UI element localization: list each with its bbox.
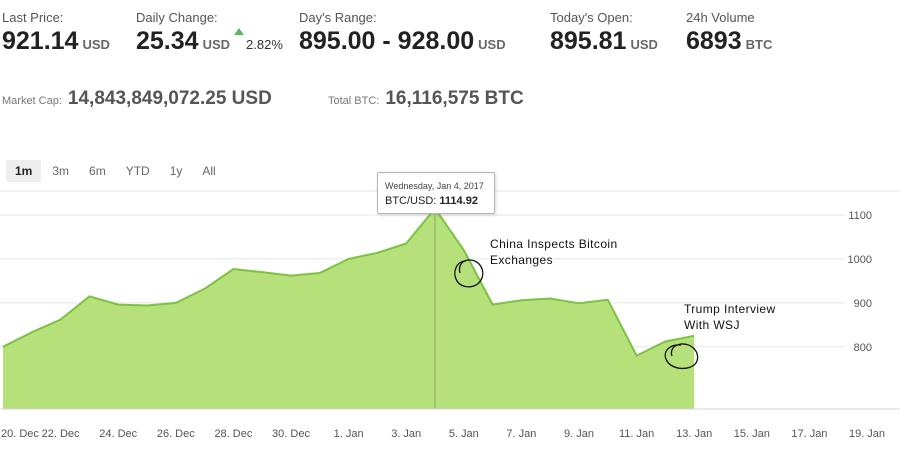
todays-open-unit: USD bbox=[630, 37, 658, 52]
x-tick-label: 13. Jan bbox=[676, 428, 712, 440]
trump-circle-mark bbox=[664, 343, 699, 370]
tooltip-date: Wednesday, Jan 4, 2017 bbox=[385, 181, 484, 191]
range-button-all[interactable]: All bbox=[202, 164, 216, 178]
china-circle-mark bbox=[454, 259, 484, 288]
china-annotation-line1: China Inspects Bitcoin bbox=[490, 237, 618, 251]
days-range-stat: Day's Range: 895.00 - 928.00 USD bbox=[299, 10, 506, 56]
y-tick-label-800: 800 bbox=[854, 342, 872, 354]
range-button-1m[interactable]: 1m bbox=[6, 160, 42, 182]
trump-annotation-line2: With WSJ bbox=[684, 318, 740, 332]
daily-change-unit: USD bbox=[202, 37, 231, 52]
x-tick-label: 30. Dec bbox=[272, 428, 310, 440]
x-tick-label: 19. Jan bbox=[849, 428, 885, 440]
chart-tooltip: Wednesday, Jan 4, 2017 BTC/USD: 1114.92 bbox=[377, 172, 495, 214]
days-range-unit: USD bbox=[478, 37, 506, 52]
price-chart: 800 900 1000 1100 20. Dec 22. Dec 24. Dec 26. D… bbox=[0, 190, 900, 440]
range-button-6m[interactable]: 6m bbox=[89, 164, 106, 178]
last-price-stat: Last Price: 921.14 USD bbox=[2, 10, 110, 56]
y-tick-label-1000: 1000 bbox=[848, 254, 872, 266]
x-tick-label: 3. Jan bbox=[391, 428, 421, 440]
y-tick-label-900: 900 bbox=[854, 298, 872, 310]
x-tick-label: 22. Dec bbox=[42, 428, 80, 440]
x-tick-label: 28. Dec bbox=[214, 428, 252, 440]
china-annotation-line2: Exchanges bbox=[490, 253, 553, 267]
x-tick-label: 11. Jan bbox=[619, 428, 654, 440]
todays-open-value: 895.81 bbox=[550, 27, 627, 55]
daily-change-stat: Daily Change: 25.34 USD 2.82% bbox=[136, 10, 283, 56]
total-btc: Total BTC: 16,116,575 BTC bbox=[328, 88, 524, 110]
x-tick-label: 9. Jan bbox=[564, 428, 594, 440]
market-cap: Market Cap: 14,843,849,072.25 USD bbox=[2, 88, 272, 110]
x-tick-label: 5. Jan bbox=[449, 428, 479, 440]
trump-annotation: Trump Interview With WSJ bbox=[684, 301, 776, 333]
range-button-ytd[interactable]: YTD bbox=[125, 164, 150, 178]
volume-unit: BTC bbox=[745, 37, 773, 52]
trump-annotation-line1: Trump Interview bbox=[684, 302, 776, 316]
daily-change-label: Daily Change: bbox=[136, 10, 218, 25]
market-cap-value: 14,843,849,072.25 USD bbox=[67, 88, 272, 109]
todays-open-label: Today's Open: bbox=[550, 10, 633, 25]
days-range-label: Day's Range: bbox=[299, 10, 377, 25]
daily-change-percent: 2.82% bbox=[246, 37, 283, 52]
volume-stat: 24h Volume 6893 BTC bbox=[686, 10, 772, 56]
x-tick-label: 7. Jan bbox=[506, 428, 536, 440]
volume-value: 6893 bbox=[686, 27, 742, 55]
range-button-1y[interactable]: 1y bbox=[169, 164, 183, 178]
days-range-value: 895.00 - 928.00 bbox=[299, 27, 475, 55]
up-arrow-icon bbox=[234, 28, 245, 35]
price-area bbox=[3, 208, 695, 409]
total-btc-value: 16,116,575 BTC bbox=[385, 88, 524, 109]
tooltip-value: 1114.92 bbox=[439, 195, 478, 207]
x-tick-label: 1. Jan bbox=[334, 428, 364, 440]
x-tick-label: 15. Jan bbox=[734, 428, 770, 440]
y-tick-label-1100: 1100 bbox=[848, 210, 872, 222]
volume-label: 24h Volume bbox=[686, 10, 755, 25]
range-button-3m[interactable]: 3m bbox=[52, 164, 70, 178]
x-tick-label: 17. Jan bbox=[791, 428, 827, 440]
x-tick-label: 26. Dec bbox=[157, 428, 195, 440]
last-price-value: 921.14 bbox=[2, 27, 79, 55]
daily-change-value: 25.34 bbox=[136, 27, 199, 55]
x-tick-label: 20. Dec bbox=[1, 428, 39, 440]
last-price-unit: USD bbox=[82, 37, 110, 52]
total-btc-label: Total BTC: bbox=[328, 95, 380, 107]
range-selector: 1m 3m 6m YTD 1y All bbox=[6, 160, 227, 182]
todays-open-stat: Today's Open: 895.81 USD bbox=[550, 10, 658, 56]
china-annotation: China Inspects Bitcoin Exchanges bbox=[490, 236, 618, 268]
tooltip-label: BTC/USD: bbox=[385, 195, 437, 207]
last-price-label: Last Price: bbox=[2, 10, 64, 25]
x-tick-label: 24. Dec bbox=[99, 428, 137, 440]
market-cap-label: Market Cap: bbox=[2, 95, 62, 107]
